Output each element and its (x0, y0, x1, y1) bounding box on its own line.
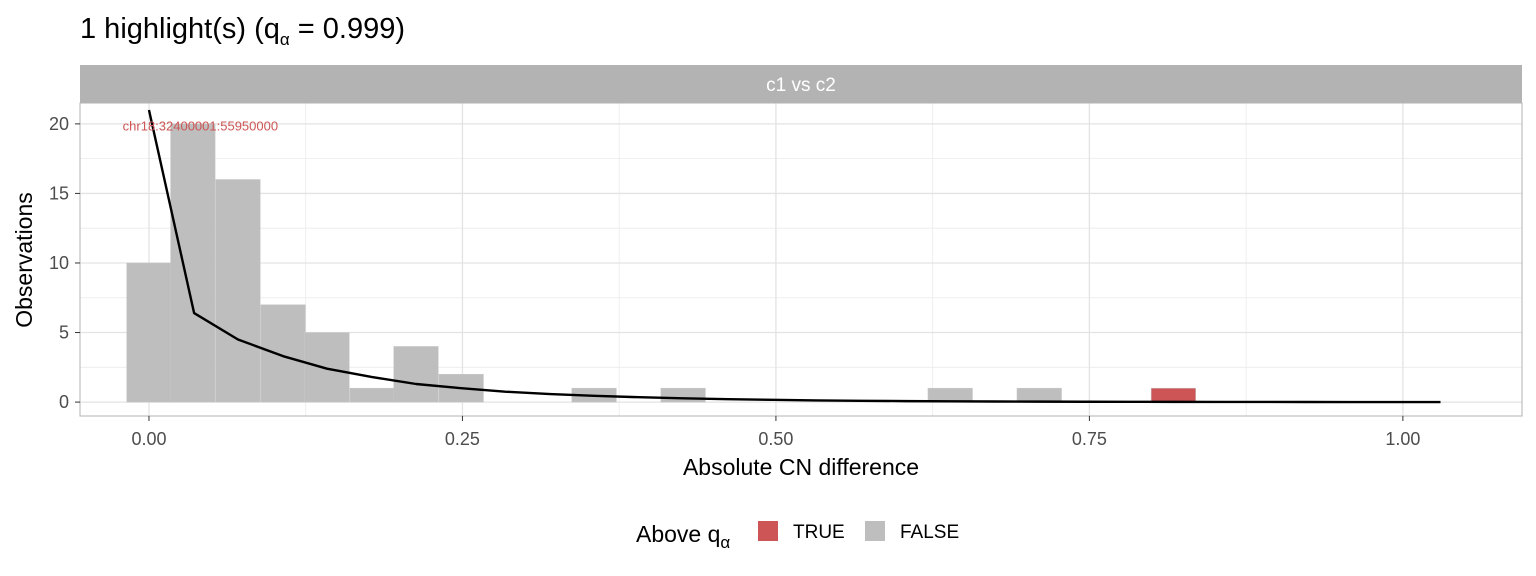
legend-label-true: TRUE (793, 522, 845, 543)
bar-highlight (1150, 387, 1196, 403)
y-tick-label: 0 (59, 392, 69, 412)
y-tick-label: 20 (49, 114, 69, 134)
bar (660, 387, 706, 403)
y-tick-label: 10 (49, 253, 69, 273)
bar (927, 387, 973, 403)
bar (349, 387, 395, 403)
axes: 0.00 0.25 0.50 0.75 1.00 0 5 10 15 20 (49, 114, 1420, 449)
legend-title: Above qα (636, 521, 730, 552)
panel-border (79, 102, 1523, 417)
legend-label-false: FALSE (900, 522, 959, 543)
y-tick-label: 5 (59, 323, 69, 343)
facet-strip (80, 65, 1522, 103)
x-tick-label: 0.00 (131, 429, 166, 449)
legend: Above qα TRUE FALSE (636, 521, 959, 552)
fit-line-group (147, 109, 1441, 404)
y-axis-title: Observations (11, 192, 37, 328)
histogram-bars (126, 123, 1196, 403)
bar (260, 304, 306, 403)
x-tick-label: 0.50 (758, 429, 793, 449)
fit-line (147, 109, 1441, 404)
bar (1016, 387, 1062, 403)
facet-label: c1 vs c2 (766, 75, 836, 96)
grid (80, 103, 1522, 416)
bar (393, 346, 439, 403)
annotation-group: chr18:32400001:55950000 (123, 118, 278, 133)
bar (126, 262, 172, 403)
bar (304, 332, 350, 403)
x-axis-title: Absolute CN difference (683, 454, 919, 480)
annotation-label: chr18:32400001:55950000 (123, 118, 278, 133)
x-tick-label: 0.25 (445, 429, 480, 449)
chart-title: 1 highlight(s) (qα = 0.999) (80, 13, 405, 49)
legend-key-true (758, 521, 778, 541)
x-tick-label: 1.00 (1385, 429, 1420, 449)
bar (215, 179, 261, 403)
bar (170, 123, 216, 403)
legend-key-false (865, 521, 885, 541)
y-tick-label: 15 (49, 183, 69, 203)
x-tick-label: 0.75 (1072, 429, 1107, 449)
